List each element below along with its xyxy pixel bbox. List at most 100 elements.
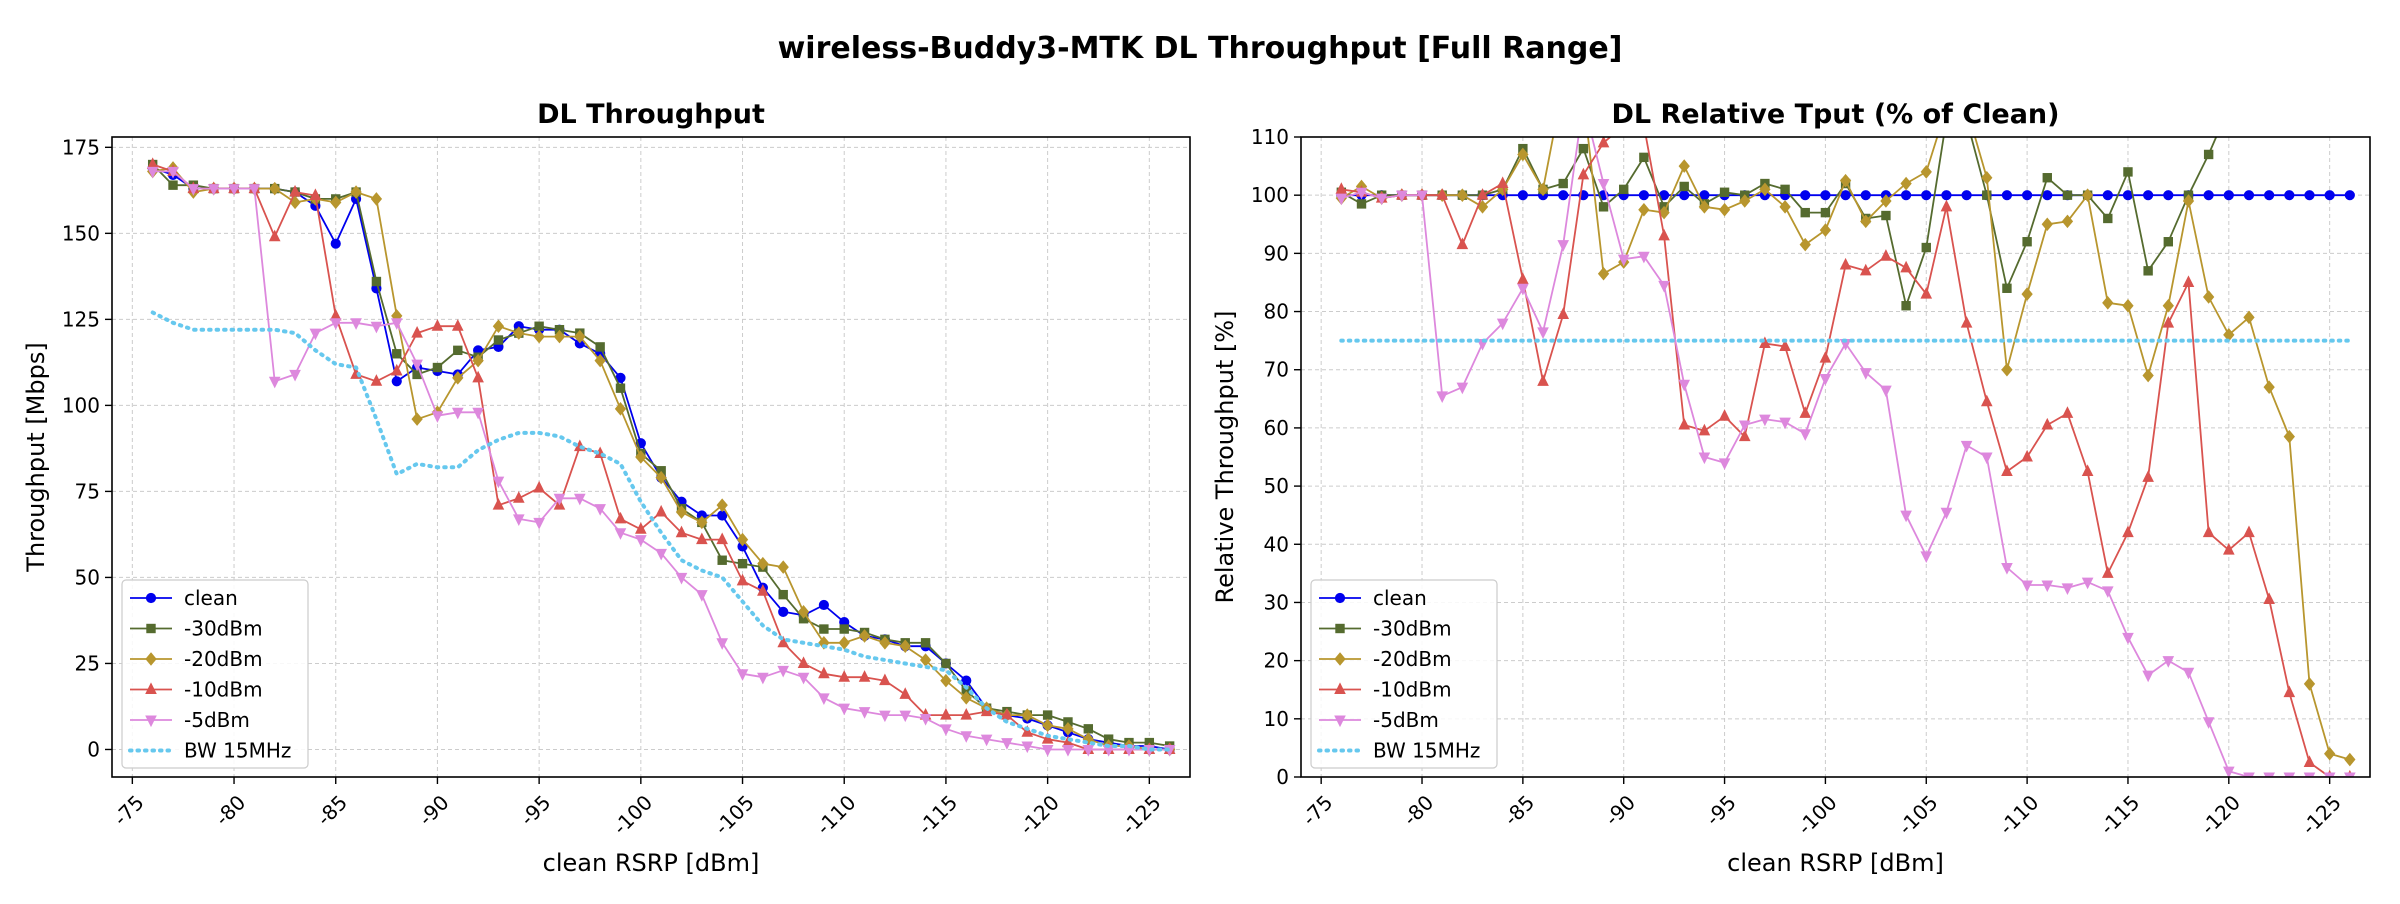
data-point-30dbm: [1921, 242, 1931, 253]
data-point-10dbm: [1658, 228, 1670, 241]
data-point-5dbm: [248, 184, 261, 196]
data-point-10dbm: [980, 704, 993, 717]
series-group: [1335, 98, 2356, 777]
data-point-5dbm: [1698, 452, 1711, 465]
legend-label-clean: clean: [184, 586, 238, 610]
data-point-10dbm: [1900, 260, 1912, 273]
data-point-5dbm: [1041, 744, 1054, 757]
suptitle: wireless-Buddy3-MTK DL Throughput [Full …: [778, 31, 1623, 66]
data-point-30dbm: [2143, 266, 2153, 276]
data-point-5dbm: [472, 407, 484, 420]
data-point-20dbm: [2344, 752, 2356, 767]
data-point-10dbm: [2041, 417, 2054, 430]
legend-marker-30dbm: [146, 623, 156, 634]
data-point-5dbm: [777, 665, 790, 678]
data-point-20dbm: [614, 402, 627, 416]
y-tick-label: 25: [75, 651, 100, 675]
data-point-10dbm: [1597, 137, 1610, 148]
data-point-30dbm: [2225, 104, 2233, 112]
data-point-30dbm: [2002, 283, 2012, 293]
data-point-10dbm: [1537, 374, 1549, 386]
data-point-5dbm: [2263, 772, 2275, 777]
y-tick-label: 40: [1264, 532, 1289, 556]
data-point-20dbm: [1537, 182, 1549, 197]
data-point-10dbm: [2243, 525, 2255, 538]
data-point-5dbm: [2303, 772, 2316, 777]
data-point-clean: [2324, 190, 2335, 201]
legend-label-bw-15mhz: BW 15MHz: [1373, 739, 1480, 763]
legend-marker-30dbm: [1335, 623, 1345, 634]
data-point-5dbm: [1355, 187, 1368, 200]
data-point-20dbm: [2061, 214, 2074, 229]
data-point-10dbm: [2182, 275, 2195, 287]
data-point-5dbm: [187, 184, 200, 196]
data-point-20dbm: [2182, 194, 2195, 208]
data-point-10dbm: [1859, 263, 1872, 276]
data-point-20dbm: [2324, 746, 2336, 761]
data-point-10dbm: [2202, 525, 2215, 538]
throughput-chart: -75 -80 -85 -90 -95 -100 -105 -110 -115 -120 -125 0…: [22, 99, 1191, 877]
data-point-10dbm: [1819, 350, 1832, 363]
data-point-10dbm: [2142, 470, 2154, 482]
data-point-clean: [2143, 190, 2154, 201]
data-point-5dbm: [350, 318, 362, 330]
data-point-5dbm: [2323, 772, 2336, 777]
data-point-20dbm: [716, 498, 728, 512]
data-point-10dbm: [858, 670, 871, 682]
data-point-clean: [2284, 190, 2295, 201]
data-point-5dbm: [553, 493, 566, 506]
data-point-10dbm: [533, 480, 545, 493]
data-point-30dbm: [1679, 181, 1689, 192]
data-point-5dbm: [2182, 667, 2195, 680]
data-point-5dbm: [1617, 254, 1630, 267]
data-point-5dbm: [2101, 586, 2114, 598]
data-point-10dbm: [1698, 423, 1711, 436]
data-point-20dbm: [574, 329, 586, 344]
data-point-30dbm: [1598, 202, 1609, 212]
data-point-20dbm: [838, 636, 850, 650]
x-tick-label: -120: [2196, 790, 2245, 839]
y-tick-label: 0: [1276, 765, 1289, 789]
data-point-30dbm: [2103, 213, 2113, 224]
data-point-20dbm: [1041, 718, 1054, 733]
data-point-10dbm: [797, 656, 810, 668]
data-point-5dbm: [919, 714, 932, 726]
data-point-30dbm: [1800, 207, 1810, 218]
data-point-20dbm: [1517, 147, 1529, 162]
x-tick-label: -80: [210, 790, 250, 830]
data-point-30dbm: [2245, 104, 2253, 112]
data-point-20dbm: [1779, 200, 1791, 214]
x-axis-label: clean RSRP [dBm]: [543, 849, 760, 877]
data-point-20dbm: [1739, 194, 1751, 208]
legend-marker-20dbm: [1334, 652, 1346, 666]
y-tick-label: 125: [62, 307, 100, 331]
data-point-20dbm: [533, 329, 545, 344]
data-point-5dbm: [1759, 414, 1771, 427]
x-tick-label: -125: [1117, 790, 1166, 839]
data-point-20dbm: [1718, 202, 1731, 217]
legend-label-5dbm: -5dBm: [184, 708, 250, 732]
y-tick-label: 110: [1251, 125, 1289, 149]
data-point-10dbm: [736, 573, 749, 586]
data-point-5dbm: [2061, 583, 2074, 596]
data-point-10dbm: [1940, 199, 1953, 212]
legend-marker-10dbm: [145, 682, 157, 694]
data-point-5dbm: [1920, 551, 1933, 564]
data-point-10dbm: [512, 491, 525, 503]
data-point-30dbm: [168, 180, 178, 190]
data-point-20dbm: [472, 353, 484, 368]
data-point-5dbm: [1900, 510, 1912, 523]
data-point-5dbm: [696, 590, 708, 602]
data-point-20dbm: [1698, 200, 1711, 214]
y-tick-label: 50: [1264, 474, 1289, 498]
data-point-5dbm: [411, 359, 423, 372]
data-point-clean: [1900, 190, 1912, 201]
data-point-10dbm: [2001, 464, 2013, 477]
data-point-5dbm: [1396, 190, 1408, 203]
data-point-10dbm: [289, 184, 301, 197]
data-point-5dbm: [736, 669, 749, 681]
data-point-5dbm: [2344, 772, 2356, 777]
data-point-5dbm: [1578, 98, 1588, 108]
data-point-5dbm: [431, 411, 444, 423]
